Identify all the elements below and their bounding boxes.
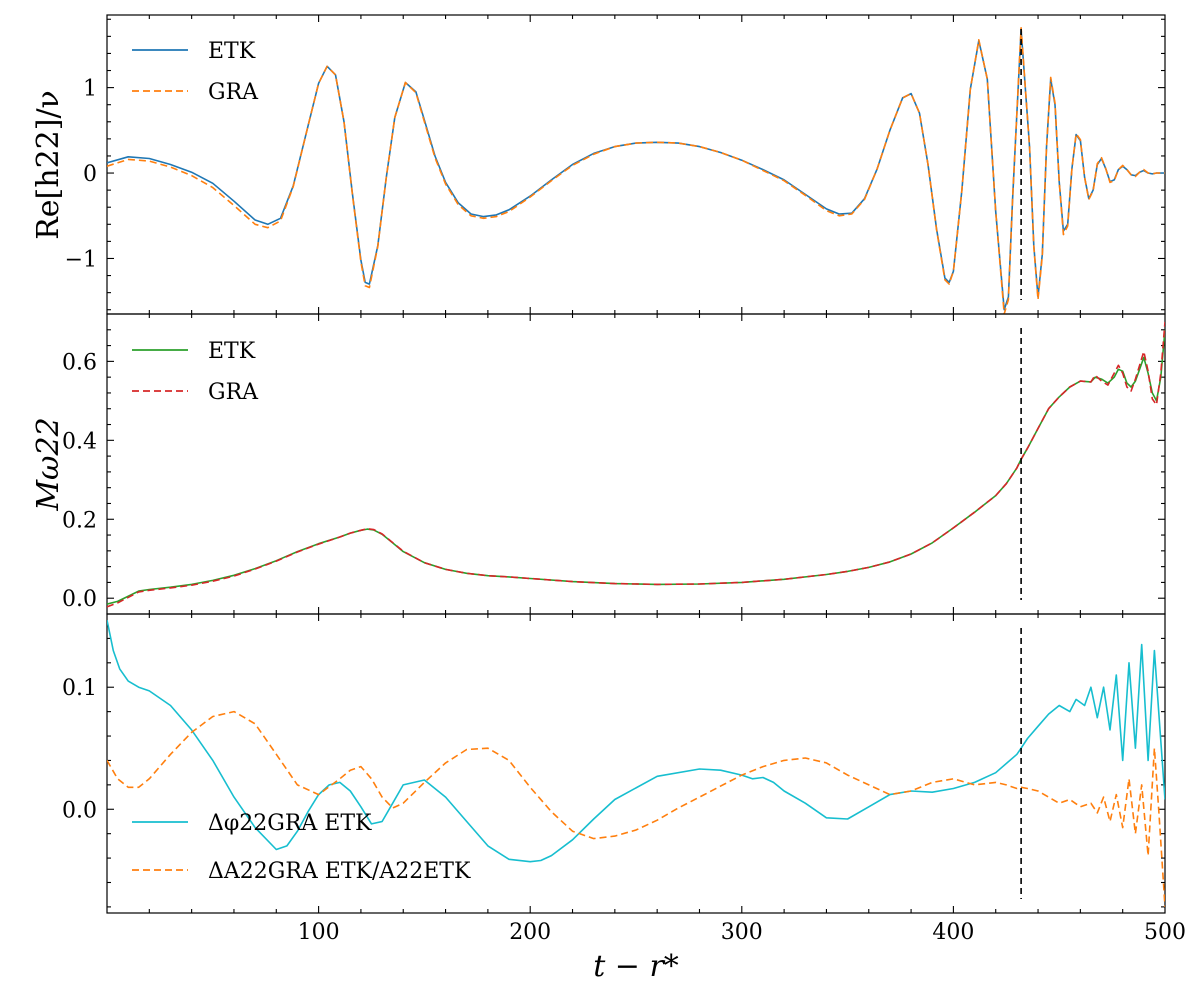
series-group — [107, 26, 1165, 314]
y-tick-label: 0.0 — [62, 587, 97, 612]
plot-frame — [106, 613, 1166, 914]
y-tick-label: 0.4 — [62, 429, 97, 454]
series-line-gra — [107, 321, 1165, 608]
legend-label: GRA — [208, 80, 259, 105]
x-tick-label: 300 — [721, 920, 763, 945]
series-line-agraetkaetk — [107, 710, 1165, 907]
plot-frame — [106, 313, 1166, 615]
panel-phase-amplitude-difference: 0.0 0.1 100 200 300 400 500 Δφ22GRA ETK ΔA22GRA … — [62, 613, 1186, 945]
y-tick-label: 0.6 — [62, 350, 97, 375]
legend-label: GRA — [208, 380, 259, 405]
x-tick-label: 500 — [1144, 920, 1186, 945]
svg-text:Mω22: Mω22 — [31, 417, 66, 511]
series-line-graetk — [107, 619, 1165, 863]
legend-label: ETK — [208, 339, 256, 364]
svg-text:Re[h22]/ν: Re[h22]/ν — [31, 90, 66, 240]
x-tick-label: 200 — [509, 920, 551, 945]
legend-label: ΔA22GRA ETK/A22ETK — [208, 859, 471, 884]
y-tick-label: 0.0 — [62, 798, 97, 823]
series-line-etk — [107, 28, 1165, 311]
y-axis-label-panel-1: Mω22 — [31, 417, 66, 511]
x-tick-label: 100 — [298, 920, 340, 945]
x-tick-label: 400 — [932, 920, 974, 945]
series-group — [107, 619, 1165, 907]
series-line-etk — [107, 329, 1165, 605]
y-tick-label: 0.1 — [62, 676, 97, 701]
y-tick-label: 0 — [83, 162, 97, 187]
plot-frame — [106, 14, 1166, 315]
y-tick-label: 0.2 — [62, 508, 97, 533]
series-line-gra — [107, 26, 1165, 314]
legend-label: Δφ22GRA ETK — [208, 811, 372, 836]
y-tick-label: −1 — [65, 247, 97, 272]
legend-label: ETK — [208, 39, 256, 64]
panel-frequency: 0.0 0.2 0.4 0.6 ETK GRA — [62, 313, 1166, 615]
x-axis-label: t − r* — [593, 949, 679, 984]
series-group — [107, 321, 1165, 608]
y-axis-label-panel-0: Re[h22]/ν — [31, 90, 66, 240]
y-tick-label: 1 — [83, 77, 97, 102]
panel-strain-waveform: −1 0 1 ETK GRA — [65, 14, 1166, 315]
